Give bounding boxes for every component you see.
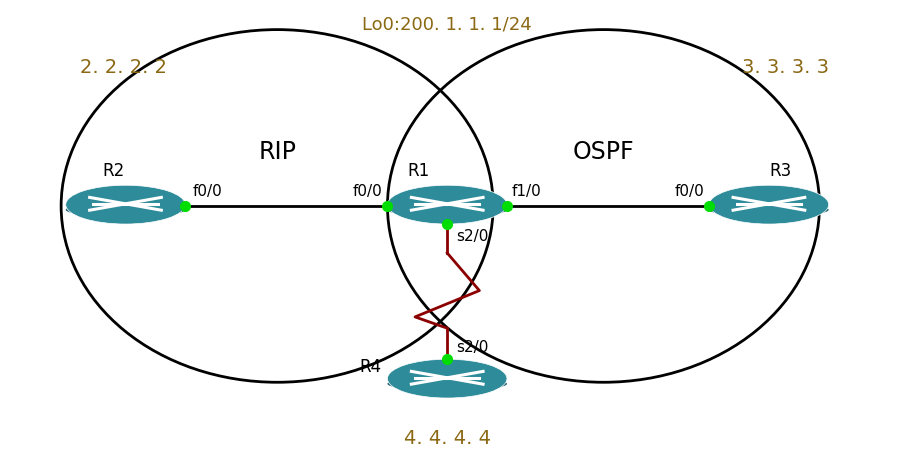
Text: f0/0: f0/0	[193, 184, 222, 199]
Text: f0/0: f0/0	[353, 184, 383, 199]
Text: s2/0: s2/0	[456, 340, 489, 355]
Text: 2. 2. 2. 2: 2. 2. 2. 2	[79, 58, 167, 77]
Text: 3. 3. 3. 3: 3. 3. 3. 3	[741, 58, 829, 77]
Ellipse shape	[709, 185, 829, 224]
Text: RIP: RIP	[258, 140, 296, 164]
Ellipse shape	[387, 185, 507, 224]
Text: R1: R1	[407, 162, 430, 180]
Ellipse shape	[387, 203, 507, 217]
Ellipse shape	[387, 359, 507, 398]
Ellipse shape	[387, 377, 507, 391]
Text: Lo0:200. 1. 1. 1/24: Lo0:200. 1. 1. 1/24	[362, 16, 532, 34]
Ellipse shape	[709, 203, 829, 217]
Text: f1/0: f1/0	[512, 184, 541, 199]
Text: 4. 4. 4. 4: 4. 4. 4. 4	[404, 429, 491, 448]
Text: R2: R2	[102, 162, 124, 180]
Text: R4: R4	[360, 358, 382, 376]
Text: R3: R3	[770, 162, 792, 180]
Text: OSPF: OSPF	[573, 140, 634, 164]
Text: s2/0: s2/0	[456, 229, 489, 244]
Ellipse shape	[65, 203, 185, 217]
Ellipse shape	[65, 185, 185, 224]
Text: f0/0: f0/0	[675, 184, 704, 199]
